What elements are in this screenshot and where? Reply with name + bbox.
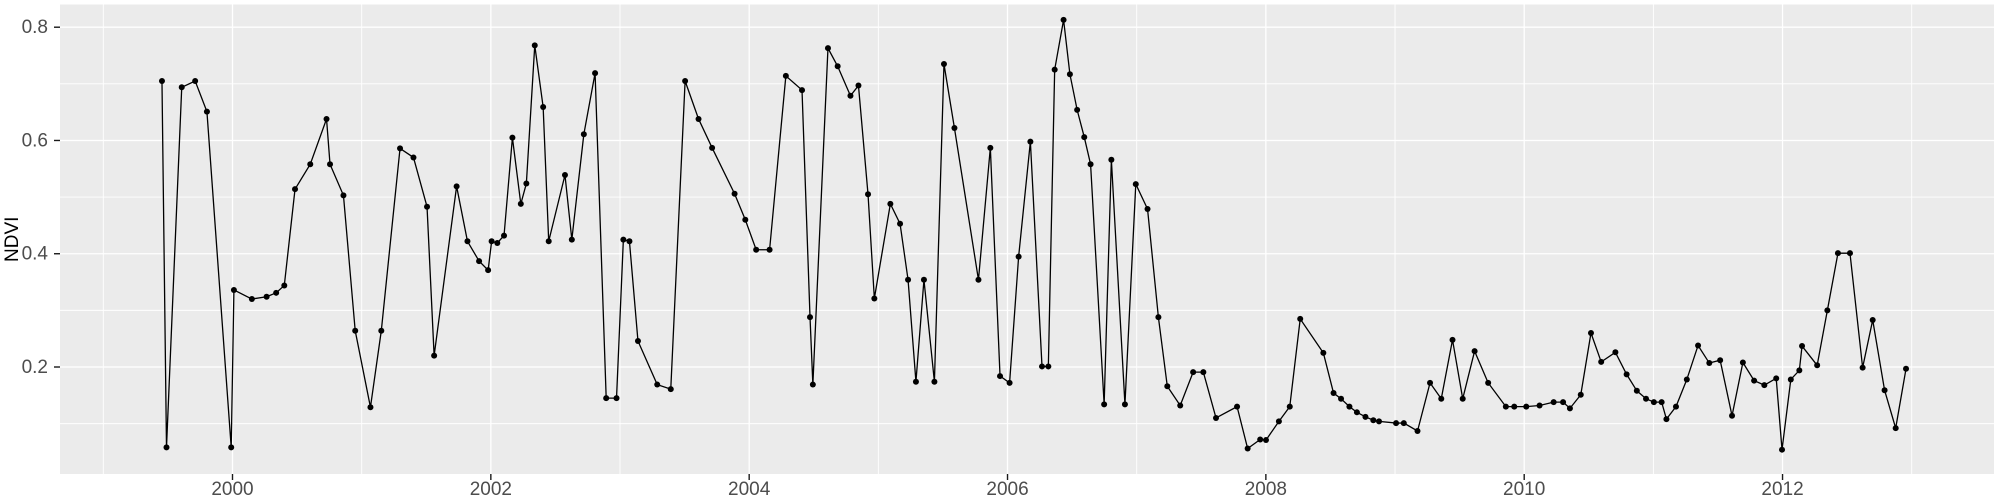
svg-text:2002: 2002 (470, 479, 512, 500)
svg-text:2004: 2004 (728, 479, 771, 500)
svg-text:2010: 2010 (1503, 479, 1545, 500)
svg-text:2000: 2000 (211, 479, 253, 500)
svg-text:0.6: 0.6 (22, 130, 48, 151)
svg-text:0.2: 0.2 (22, 357, 48, 378)
svg-text:2008: 2008 (1245, 479, 1287, 500)
svg-text:NDVI: NDVI (2, 217, 23, 262)
svg-text:0.8: 0.8 (22, 17, 48, 38)
svg-text:2012: 2012 (1761, 479, 1803, 500)
svg-text:0.4: 0.4 (22, 244, 49, 265)
svg-text:2006: 2006 (986, 479, 1028, 500)
